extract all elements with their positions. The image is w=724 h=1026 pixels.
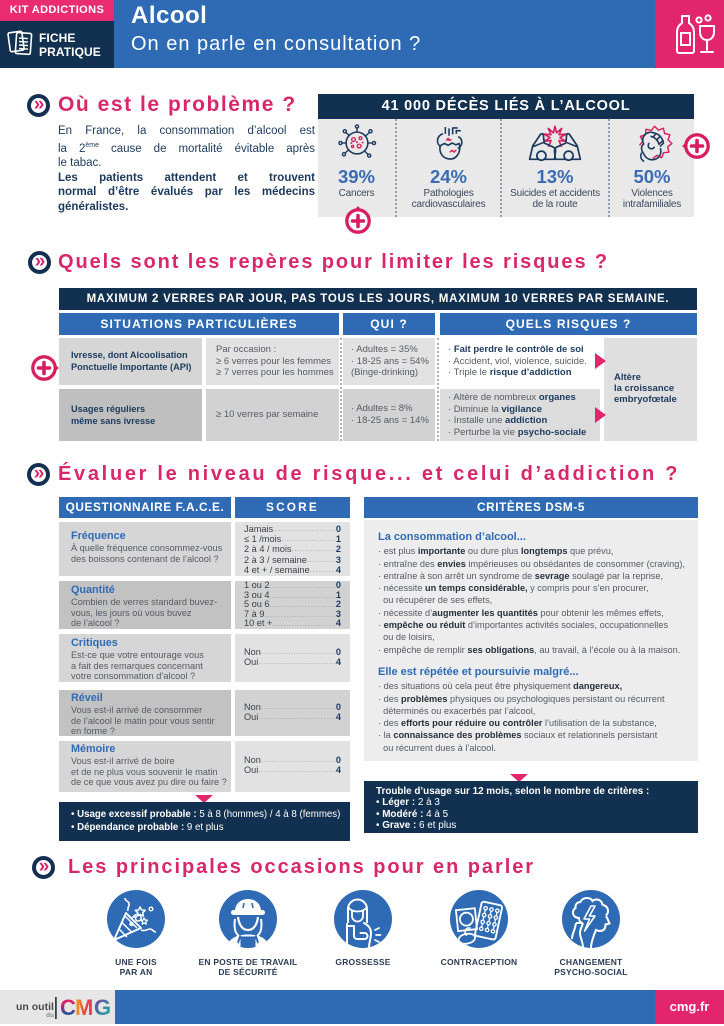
svg-text:C: C [60, 995, 76, 1020]
svg-text:du: du [46, 1012, 54, 1019]
svg-text:G: G [94, 995, 111, 1020]
svg-text:M: M [75, 995, 93, 1020]
svg-text:un outil: un outil [16, 1001, 54, 1013]
